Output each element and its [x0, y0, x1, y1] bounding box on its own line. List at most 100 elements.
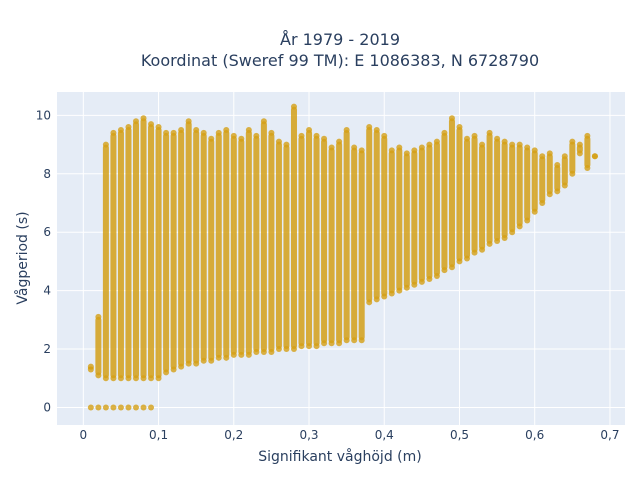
data-point: [396, 144, 403, 151]
data-point: [102, 375, 109, 382]
data-point: [275, 346, 282, 353]
data-point: [132, 118, 139, 125]
data-point: [268, 129, 275, 136]
data-point: [170, 129, 177, 136]
data-point: [87, 404, 94, 411]
data-point: [524, 217, 531, 224]
data-point: [290, 346, 297, 353]
data-point-band: [464, 138, 471, 259]
data-point-band: [539, 156, 546, 203]
data-point: [87, 363, 94, 370]
data-point-band: [396, 147, 403, 291]
data-point: [373, 296, 380, 303]
data-point-band: [95, 316, 102, 376]
data-point: [132, 375, 139, 382]
data-point: [509, 141, 516, 148]
data-point-band: [117, 129, 124, 379]
x-tick-label: 0,2: [224, 428, 243, 442]
data-point-band: [343, 129, 350, 341]
data-point: [388, 147, 395, 154]
chart-title-line-1: År 1979 - 2019: [280, 30, 400, 49]
data-point: [245, 126, 252, 133]
x-tick-label: 0,7: [600, 428, 619, 442]
y-tick-labels: 0 2 4 6 8 10: [36, 108, 51, 414]
data-point: [125, 124, 132, 131]
data-point: [554, 162, 561, 169]
data-point-band: [170, 132, 177, 370]
data-point-band: [524, 147, 531, 221]
data-point-band: [411, 150, 418, 285]
data-point-band: [403, 153, 410, 288]
data-point-band: [155, 127, 162, 379]
data-point: [569, 138, 576, 145]
data-point: [178, 126, 185, 133]
data-point: [290, 103, 297, 110]
data-point-band: [509, 144, 516, 233]
data-point: [260, 118, 267, 125]
data-point: [366, 124, 373, 131]
data-point: [358, 147, 365, 154]
data-point-band: [486, 132, 493, 244]
data-point-band: [479, 144, 486, 250]
x-tick-label: 0,6: [525, 428, 544, 442]
data-point-band: [501, 141, 508, 239]
data-point-band: [132, 121, 140, 379]
y-axis-title: Vågperiod (s): [14, 211, 31, 304]
data-point-band: [328, 147, 335, 344]
data-point: [584, 164, 591, 171]
data-point: [125, 404, 132, 411]
data-point: [479, 141, 486, 148]
data-point: [418, 278, 425, 285]
data-point-band: [321, 138, 328, 344]
data-point: [546, 150, 553, 157]
data-point: [531, 208, 538, 215]
data-point: [524, 144, 531, 151]
data-point-band: [306, 129, 313, 347]
data-point: [456, 124, 463, 131]
data-point-band: [298, 135, 305, 347]
data-point-band: [313, 135, 320, 347]
scatter-points: [87, 103, 598, 411]
data-point: [561, 182, 568, 189]
data-point: [539, 200, 546, 206]
data-point: [486, 240, 493, 247]
data-point: [501, 235, 508, 242]
data-point: [358, 337, 365, 344]
data-point: [148, 121, 155, 128]
data-point: [373, 126, 380, 133]
data-point: [418, 144, 425, 151]
data-point: [396, 287, 403, 294]
data-point: [223, 354, 230, 361]
data-point: [132, 404, 139, 411]
data-point: [479, 246, 486, 253]
data-point: [411, 281, 418, 288]
data-point-band: [230, 135, 237, 355]
data-point: [433, 273, 440, 280]
data-point: [516, 223, 523, 230]
y-tick-label: 6: [43, 225, 51, 239]
data-point: [576, 150, 583, 157]
data-point: [464, 255, 471, 262]
data-point-band: [569, 141, 576, 174]
data-point: [584, 132, 591, 139]
data-point: [95, 372, 102, 379]
data-point: [117, 375, 124, 382]
data-point: [328, 144, 335, 151]
data-point: [486, 129, 493, 136]
data-point: [95, 404, 102, 411]
data-point-band: [388, 150, 395, 294]
data-point: [193, 360, 200, 367]
data-point: [576, 141, 583, 148]
data-point: [569, 170, 576, 177]
data-point: [148, 404, 155, 411]
data-point: [351, 144, 358, 151]
data-point-band: [148, 124, 155, 379]
data-point: [381, 132, 388, 139]
data-point: [117, 126, 124, 133]
data-point-band: [546, 153, 553, 195]
data-point: [313, 132, 320, 139]
data-point: [140, 404, 147, 411]
data-point-band: [456, 127, 463, 262]
data-point: [403, 150, 410, 157]
